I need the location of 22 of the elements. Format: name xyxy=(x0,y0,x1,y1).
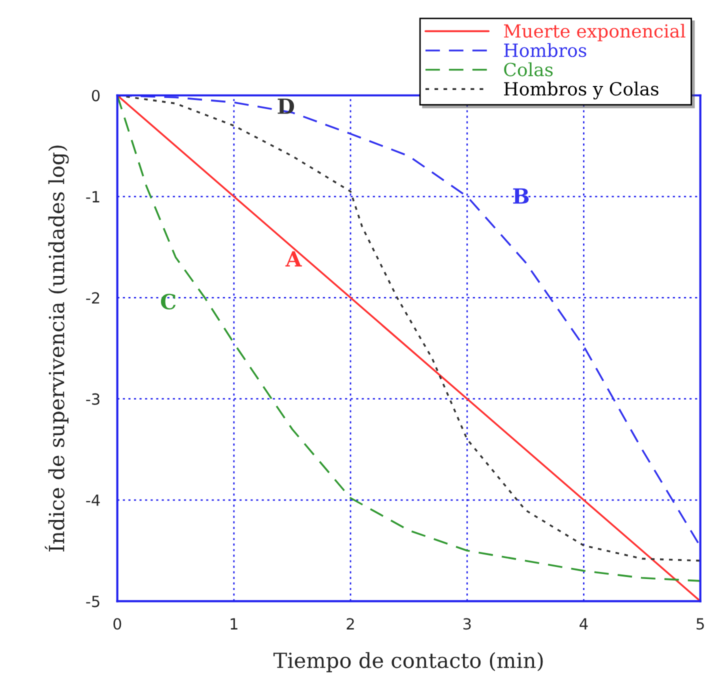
legend-label: Hombros xyxy=(504,43,586,58)
y-tick-label: -2 xyxy=(86,292,100,304)
y-tick-label: -1 xyxy=(86,191,100,202)
legend-label: Muerte exponencial xyxy=(504,24,686,42)
y-tick-label: 0 xyxy=(92,90,100,102)
annotation: A xyxy=(285,251,302,266)
y-tick-label: -4 xyxy=(86,494,100,506)
x-tick-label: 4 xyxy=(580,618,588,630)
x-tick-label: 5 xyxy=(696,618,704,630)
legend-label: Hombros y Colas xyxy=(504,82,658,100)
x-tick-label: 3 xyxy=(463,618,471,630)
y-axis-title: Índice de supervivencia (unidades log) xyxy=(44,146,69,552)
y-tick-label: -5 xyxy=(86,596,100,608)
x-axis-title: Tiempo de contacto (min) xyxy=(273,652,543,672)
x-tick-label: 2 xyxy=(346,618,354,630)
annotation: C xyxy=(160,294,176,310)
annotation: D xyxy=(278,98,294,114)
annotation: B xyxy=(513,188,529,204)
y-tick-label: -3 xyxy=(86,393,100,405)
x-tick-label: 0 xyxy=(113,618,122,630)
legend-label: Colas xyxy=(504,62,553,76)
x-tick-label: 1 xyxy=(230,618,238,630)
